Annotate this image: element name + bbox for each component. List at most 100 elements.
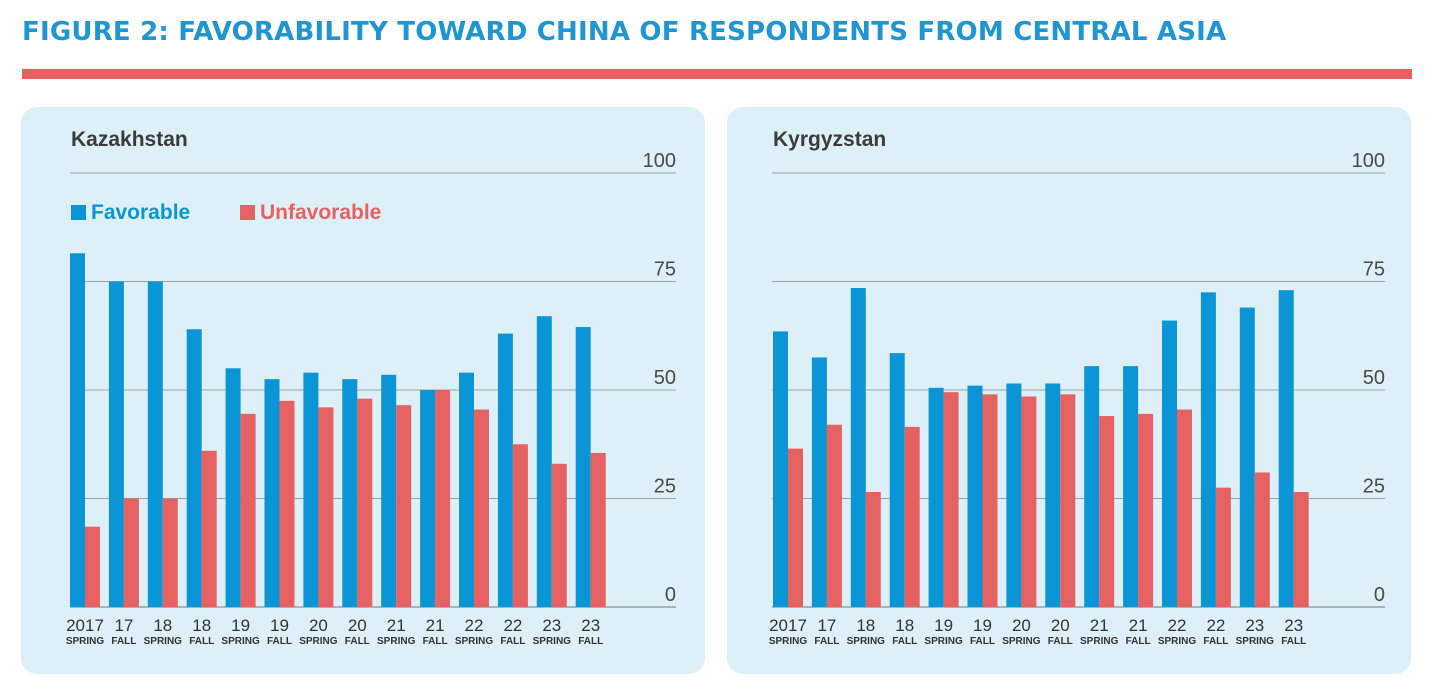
x-category-label: 18 [192,616,211,635]
bar-unfavorable [162,498,178,607]
x-category-season: FALL [1126,636,1151,647]
bar-favorable [536,316,552,607]
x-category-season: SPRING [221,636,260,647]
legend-unfavorable-label: Unfavorable [260,201,381,224]
bar-unfavorable [551,463,567,607]
bar-unfavorable [201,450,217,607]
x-category-label: 22 [465,616,484,635]
bars [70,253,606,608]
bar-unfavorable [904,426,920,607]
bar-favorable [1162,320,1177,607]
y-axis-ticks: 0 25 50 75 100 [1352,150,1385,606]
bar-unfavorable [982,394,998,607]
bar-favorable [108,281,124,607]
bar-favorable [967,385,983,607]
bar-favorable [264,379,280,607]
bar-favorable [850,288,866,607]
x-category-label: 21 [387,616,406,635]
bar-unfavorable [512,444,528,607]
x-category-season: FALL [970,636,995,647]
y-tick-label: 50 [1363,367,1385,389]
y-tick-label: 100 [1352,150,1385,172]
bar-favorable [1084,366,1100,607]
bar-unfavorable [865,491,881,607]
x-category-label: 20 [348,616,367,635]
kazakhstan-title: Kazakhstan [71,128,188,151]
x-category-season: FALL [423,636,448,647]
x-category-season: FALL [267,636,292,647]
y-tick-label: 25 [654,476,676,498]
bar-unfavorable [1021,396,1037,607]
bar-favorable [420,390,436,607]
legend-favorable-swatch [71,205,86,220]
bar-unfavorable [435,390,451,607]
x-axis-categories: 2017SPRING17FALL18SPRING18FALL19SPRING19… [66,616,603,647]
x-category-season: FALL [578,636,603,647]
x-category-label: 17 [817,616,836,635]
x-category-season: FALL [892,636,917,647]
x-category-season: FALL [1203,636,1228,647]
x-category-label: 22 [1168,616,1187,635]
bar-unfavorable [590,452,606,607]
bar-favorable [497,333,513,607]
x-category-season: SPRING [1002,636,1041,647]
bar-favorable [889,353,905,607]
x-category-label: 19 [270,616,289,635]
x-category-season: FALL [189,636,214,647]
bar-favorable [1006,383,1022,607]
kyrgyzstan-title: Kyrgyzstan [773,128,886,151]
bar-unfavorable [279,400,295,607]
x-category-label: 20 [1012,616,1031,635]
bar-unfavorable [1177,409,1192,607]
x-category-label: 18 [856,616,875,635]
x-category-season: SPRING [377,636,416,647]
x-category-season: SPRING [144,636,183,647]
bar-favorable [381,374,397,607]
bar-unfavorable [1293,491,1309,607]
x-category-label: 18 [153,616,172,635]
x-category-season: SPRING [1236,636,1275,647]
x-category-label: 22 [503,616,522,635]
figure-title: FIGURE 2: FAVORABILITY TOWARD CHINA OF R… [22,17,1227,47]
bar-unfavorable [318,407,334,607]
x-category-label: 18 [895,616,914,635]
bar-unfavorable [826,424,842,607]
bar-favorable [1123,366,1139,607]
legend-unfavorable-swatch [240,205,255,220]
bar-unfavorable [1215,487,1231,607]
bar-unfavorable [396,405,412,607]
bar-unfavorable [85,526,100,607]
y-tick-label: 0 [665,584,676,606]
bar-favorable [1278,290,1294,607]
legend: Favorable Unfavorable [71,201,381,224]
x-category-season: SPRING [924,636,963,647]
bar-unfavorable [474,409,489,607]
x-category-season: SPRING [1080,636,1119,647]
x-category-label: 17 [114,616,133,635]
x-category-label: 23 [1245,616,1264,635]
x-category-label: 21 [1090,616,1109,635]
bar-favorable [147,281,163,607]
bar-favorable [225,368,241,607]
x-category-label: 2017 [769,616,807,635]
x-category-season: FALL [1048,636,1073,647]
bar-favorable [459,372,474,607]
x-category-label: 21 [426,616,445,635]
x-category-season: SPRING [533,636,572,647]
x-category-season: FALL [111,636,136,647]
y-tick-label: 25 [1363,476,1385,498]
y-tick-label: 75 [654,259,676,281]
bar-favorable [1045,383,1061,607]
x-category-label: 22 [1206,616,1225,635]
bar-favorable [575,327,591,607]
y-tick-label: 75 [1363,259,1385,281]
x-category-season: FALL [500,636,525,647]
bar-unfavorable [1060,394,1076,607]
title-rule [22,69,1412,79]
bar-favorable [303,372,319,607]
x-category-season: SPRING [1158,636,1197,647]
x-category-label: 19 [231,616,250,635]
bar-unfavorable [240,413,256,607]
x-category-label: 20 [309,616,328,635]
